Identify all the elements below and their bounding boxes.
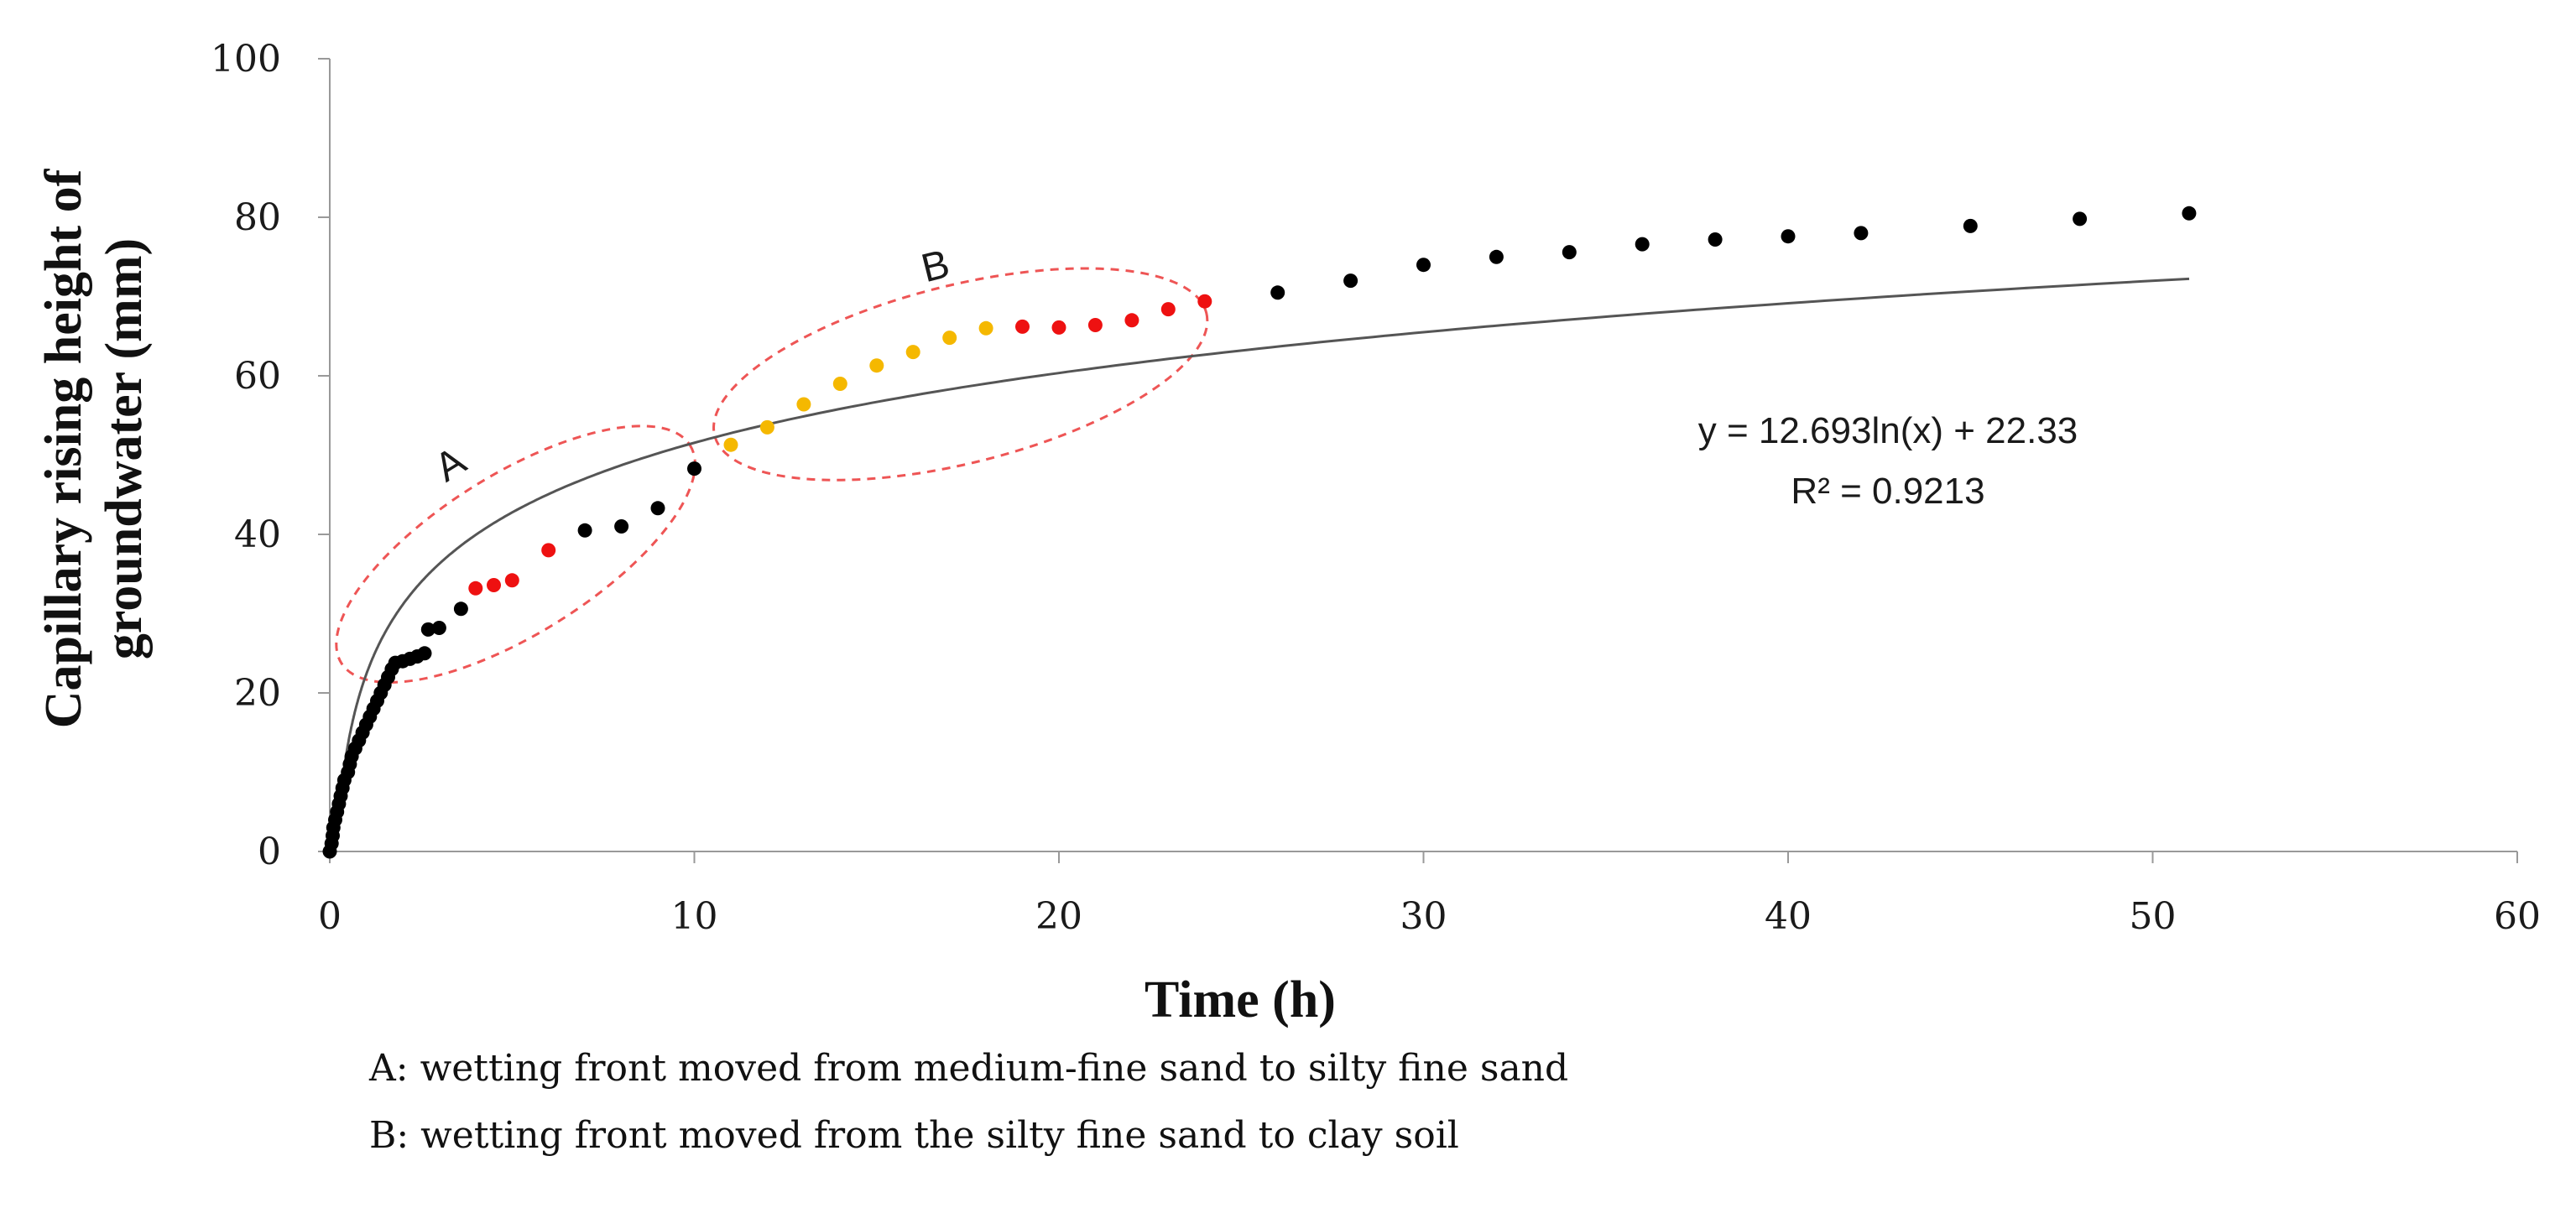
y-tick-label: 40 [234, 513, 281, 556]
data-point-black [650, 501, 665, 516]
data-point-black [431, 621, 446, 635]
data-point-yellow [832, 377, 847, 391]
data-point-black [1562, 245, 1577, 260]
y-tick-label: 80 [234, 196, 281, 239]
region-b-label: B [917, 242, 954, 291]
data-points [322, 206, 2197, 859]
x-tick-label: 20 [1035, 895, 1082, 938]
region-a-ellipse [335, 424, 696, 684]
data-point-red [1197, 294, 1212, 309]
data-point-black [1416, 258, 1431, 273]
data-point-black [577, 523, 592, 538]
data-point-red [1087, 318, 1103, 332]
data-point-black [2182, 206, 2197, 221]
data-point-red [504, 573, 519, 588]
x-tick-label: 10 [671, 895, 718, 938]
x-axis-title: Time (h) [1145, 971, 1336, 1028]
x-tick-label: 60 [2494, 895, 2541, 938]
data-point-yellow [942, 331, 957, 346]
data-point-black [687, 461, 701, 476]
data-point-red [1015, 319, 1030, 334]
axes: 0 20 40 60 80 100 0 10 20 30 40 50 60 [211, 38, 2541, 938]
data-point-yellow [905, 345, 920, 360]
data-point-black [420, 622, 435, 637]
data-point-black [417, 646, 432, 661]
trendline [339, 277, 2190, 796]
region-a-label: A [427, 439, 473, 491]
y-axis-title: Capillary rising height of groundwater (… [35, 168, 153, 728]
y-tick-label: 60 [234, 355, 281, 398]
data-point-red [487, 578, 501, 592]
data-point-black [453, 601, 468, 617]
x-tick-label: 0 [318, 895, 342, 938]
data-point-black [1343, 273, 1358, 289]
caption-line-a: A: wetting front moved from medium-fine … [369, 1047, 1569, 1090]
data-point-red [1051, 320, 1066, 335]
y-tick-label: 0 [258, 830, 281, 873]
data-point-black [2073, 211, 2088, 226]
data-point-yellow [869, 358, 884, 373]
data-point-black [1489, 249, 1504, 264]
data-point-yellow [796, 397, 811, 412]
y-tick-label: 100 [211, 38, 281, 81]
x-tick-label: 40 [1765, 895, 1812, 938]
x-tick-label: 30 [1400, 895, 1447, 938]
x-tick-label: 50 [2130, 895, 2177, 938]
region-ellipses [335, 267, 1209, 684]
r-squared: R² = 0.9213 [1791, 471, 1984, 512]
y-tick-label: 20 [234, 672, 281, 715]
data-point-red [468, 581, 483, 596]
data-point-red [541, 543, 556, 558]
data-point-red [1124, 313, 1139, 328]
region-b-ellipse [712, 267, 1209, 482]
data-point-black [1781, 229, 1796, 244]
data-point-yellow [723, 437, 738, 452]
data-point-red [1160, 302, 1176, 317]
y-axis-title-line-2: groundwater (mm) [96, 238, 153, 659]
data-point-black [614, 519, 629, 534]
data-point-yellow [978, 320, 993, 336]
data-point-black [1270, 285, 1285, 300]
caption-line-b: B: wetting front moved from the silty fi… [369, 1114, 1459, 1157]
data-point-black [1963, 218, 1978, 233]
data-point-black [1854, 226, 1869, 241]
y-axis-title-line-1: Capillary rising height of [35, 168, 92, 728]
data-point-black [1635, 237, 1650, 252]
trend-equation: y = 12.693ln(x) + 22.33 [1698, 410, 2078, 451]
data-point-yellow [759, 419, 774, 435]
data-point-black [1708, 232, 1723, 247]
